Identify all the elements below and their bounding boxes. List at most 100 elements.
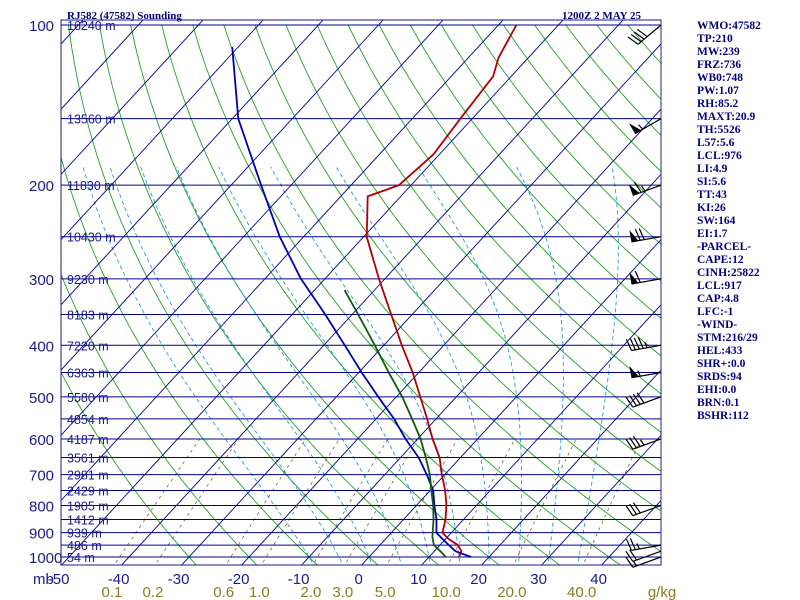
index-row: -PARCEL- bbox=[697, 241, 752, 253]
height-label: 1905 m bbox=[67, 499, 109, 513]
wind-barb bbox=[629, 365, 662, 379]
mixing-ratio-tick-label: 0.6 bbox=[213, 584, 234, 600]
mixing-ratio-line bbox=[225, 438, 306, 565]
pressure-tick-label: 300 bbox=[29, 272, 54, 289]
temperature-trace bbox=[365, 24, 518, 558]
temperature-tick-label: 40 bbox=[590, 571, 607, 588]
isotherm-line bbox=[61, 20, 204, 176]
wind-barb-flag bbox=[629, 549, 638, 561]
wind-barb bbox=[625, 549, 662, 562]
index-row: RH:85.2 bbox=[697, 98, 739, 110]
pressure-tick-label: 100 bbox=[29, 18, 54, 35]
wind-barb-half-flag bbox=[636, 543, 640, 550]
station-title: RJ582 (47582) Sounding bbox=[67, 10, 182, 22]
wind-barb bbox=[625, 538, 662, 551]
height-label: 1412 m bbox=[67, 513, 109, 527]
index-row: TT:43 bbox=[697, 189, 727, 201]
mixing-ratio-tick-label: 10.0 bbox=[432, 584, 461, 600]
height-label: 4854 m bbox=[67, 413, 109, 427]
wind-barb-staff bbox=[632, 438, 662, 450]
index-row: LI:4.9 bbox=[697, 163, 728, 175]
isotherm-line bbox=[61, 20, 264, 241]
wind-barb-flag bbox=[634, 228, 641, 241]
wind-barb-flag bbox=[627, 36, 639, 45]
wind-barb-flag bbox=[636, 28, 648, 38]
index-row: CAP:4.8 bbox=[697, 293, 739, 305]
isotherm-line bbox=[121, 20, 624, 565]
wind-barb bbox=[627, 24, 662, 45]
moist-adiabat-line bbox=[516, 166, 564, 565]
wind-barb-staff bbox=[631, 371, 662, 379]
pressure-tick-label: 700 bbox=[29, 468, 54, 485]
mixing-ratio-tick-label: 2.0 bbox=[300, 584, 321, 600]
wind-barb bbox=[629, 228, 662, 243]
wind-barb-pennant bbox=[629, 230, 639, 242]
wind-barb-flag bbox=[625, 438, 634, 450]
mixing-ratio-line bbox=[582, 438, 642, 565]
wind-barb-flag bbox=[625, 538, 633, 551]
temperature-tick-label: -30 bbox=[168, 571, 190, 588]
index-row: LFC:-1 bbox=[697, 306, 734, 318]
index-row: EHI:0.0 bbox=[697, 384, 737, 396]
wind-barb-flag bbox=[629, 538, 636, 550]
dry-adiabat-line bbox=[316, 24, 661, 433]
mixing-ratio-line bbox=[113, 438, 201, 565]
indices-panel: WMO:47582 TP:210 MW:239 FRZ:736 WB0:748 PW:1.… bbox=[697, 20, 800, 423]
isotherm-line bbox=[481, 369, 661, 565]
index-row: KI:26 bbox=[697, 202, 726, 214]
wind-barb-flag bbox=[625, 505, 634, 517]
dry-adiabat-line bbox=[378, 24, 661, 357]
wind-barb-column bbox=[625, 24, 662, 568]
plot-frame bbox=[60, 19, 662, 566]
index-row: -WIND- bbox=[697, 319, 738, 331]
wind-barb bbox=[625, 392, 662, 408]
wind-barb-staff bbox=[632, 556, 662, 568]
wind-barb bbox=[629, 118, 662, 135]
wind-barb-staff bbox=[637, 24, 662, 45]
chart-grid bbox=[61, 20, 661, 565]
isotherm-line bbox=[241, 108, 661, 565]
wind-barb-flag bbox=[633, 31, 645, 40]
wind-barb-flag bbox=[637, 336, 644, 349]
index-row: BRN:0.1 bbox=[697, 397, 740, 409]
wind-barb-flag bbox=[629, 395, 638, 407]
mixing-ratio-tick-label: 5.0 bbox=[375, 584, 396, 600]
height-label: 2981 m bbox=[67, 469, 109, 483]
wind-barb-pennant bbox=[629, 365, 639, 378]
wind-barb bbox=[629, 270, 662, 285]
wind-barb-flag bbox=[632, 435, 641, 447]
temperature-tick-label: -20 bbox=[228, 571, 250, 588]
index-row: SHR+:0.0 bbox=[697, 358, 746, 370]
index-row: LCL:917 bbox=[697, 280, 742, 292]
index-row: HEL:433 bbox=[697, 345, 743, 357]
dry-adiabat-line bbox=[223, 24, 661, 553]
dry-adiabat-line bbox=[347, 24, 661, 395]
height-label: 486 m bbox=[67, 539, 102, 553]
wind-barb-flag bbox=[633, 181, 642, 193]
dewpoint-trace bbox=[231, 46, 472, 558]
dry-adiabat-line bbox=[130, 24, 500, 565]
height-label: 8183 m bbox=[67, 308, 109, 322]
height-label: 16240 m bbox=[67, 19, 116, 33]
mixing-ratio-unit: g/kg bbox=[648, 584, 676, 600]
isotherm-line bbox=[61, 20, 384, 371]
index-row: EI:1.7 bbox=[697, 228, 728, 240]
index-row: PW:1.07 bbox=[697, 85, 739, 97]
moist-adiabat-line bbox=[335, 166, 490, 565]
isotherm-line bbox=[301, 173, 661, 565]
wind-barb-staff bbox=[632, 504, 662, 517]
temperature-tick-label: 10 bbox=[410, 571, 427, 588]
wind-barb bbox=[625, 435, 662, 450]
isotherm-line bbox=[61, 20, 504, 502]
mixing-ratio-tick-label: 20.0 bbox=[497, 584, 526, 600]
height-label: 5580 m bbox=[67, 391, 109, 405]
wind-barb-flag bbox=[629, 338, 636, 351]
wind-barb-half-flag bbox=[637, 370, 641, 377]
mixing-ratio-line bbox=[260, 438, 340, 565]
dry-adiabat-line bbox=[441, 24, 661, 282]
height-label: 3561 m bbox=[67, 451, 109, 465]
dry-adiabat-line bbox=[61, 371, 197, 565]
dry-adiabat-line bbox=[409, 24, 661, 319]
isotherm-line bbox=[541, 434, 661, 565]
